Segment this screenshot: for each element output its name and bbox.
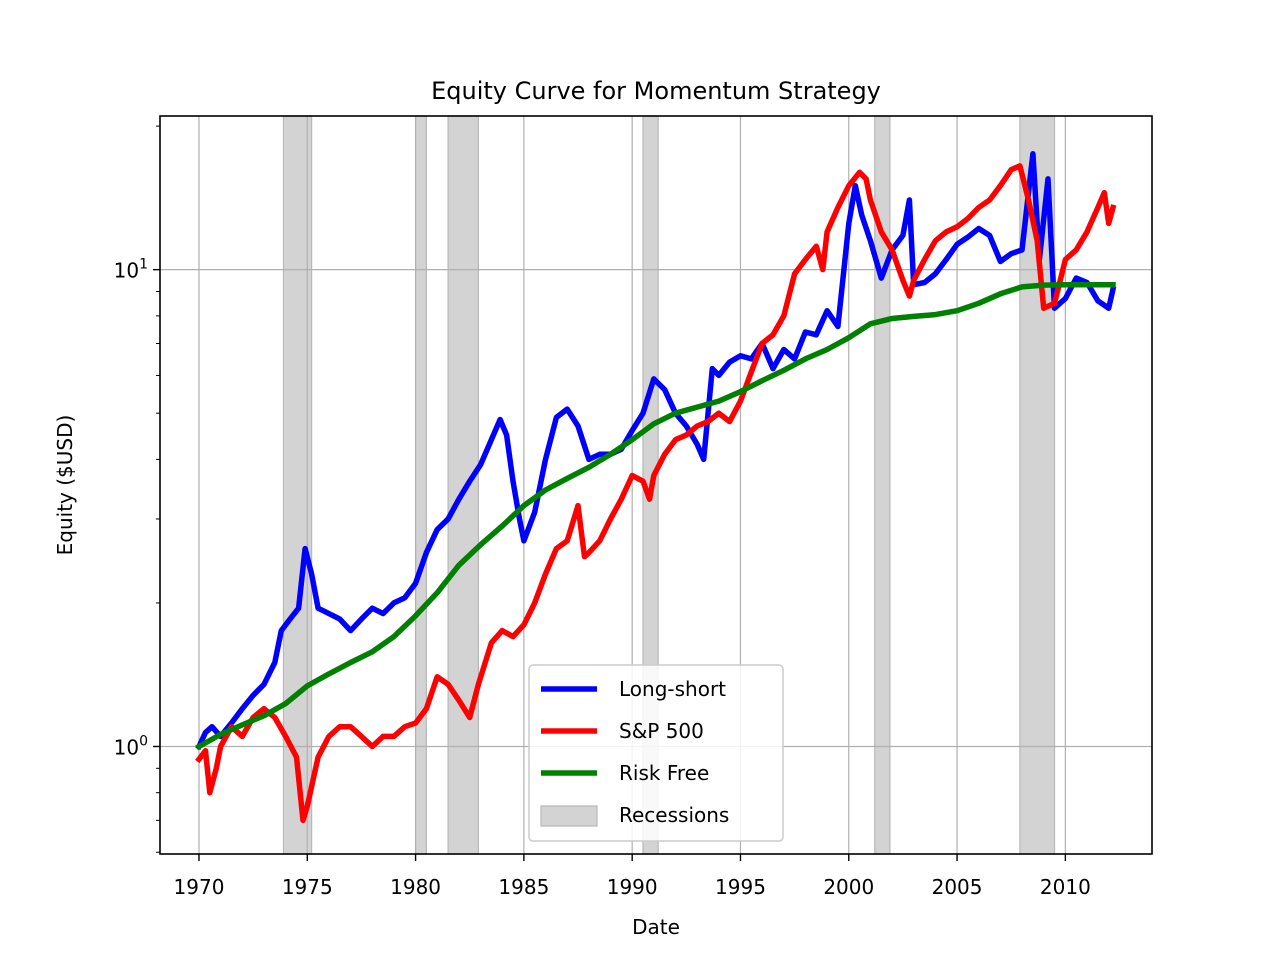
x-tick-label: 2000: [823, 875, 874, 899]
series-lines: [195, 151, 1117, 824]
series-line-s-p-500: [195, 163, 1117, 824]
legend-label: Risk Free: [619, 761, 709, 785]
series-line-long-short: [195, 151, 1117, 751]
y-axis-title: Equity ($USD): [53, 415, 77, 556]
y-axis-ticks: 100 101: [114, 125, 160, 853]
x-axis-ticks: 1970 1975 1980 1985 1990 1995 2000 2005 2010: [174, 854, 1091, 899]
legend-items: Long-short S&P 500 Risk Free Recessions: [540, 677, 729, 827]
x-tick-label: 1995: [715, 875, 766, 899]
legend-box: [528, 664, 784, 842]
plot-area: [160, 115, 1152, 855]
x-tick-label: 2010: [1040, 875, 1091, 899]
recession-band: [447, 115, 479, 855]
x-tick-label: 1980: [390, 875, 441, 899]
x-tick-label: 1990: [607, 875, 658, 899]
axes-frame: [159, 115, 1153, 855]
legend: Long-short S&P 500 Risk Free Recessions: [528, 664, 784, 842]
legend-swatch: [540, 805, 598, 827]
x-tick-label: 1975: [282, 875, 333, 899]
series-line-risk-free: [195, 281, 1116, 751]
recession-band: [414, 115, 428, 855]
x-tick-label: 1985: [498, 875, 549, 899]
y-tick-label: 100: [114, 733, 148, 759]
x-axis-title: Date: [632, 915, 680, 939]
chart-title: Equity Curve for Momentum Strategy: [431, 77, 881, 105]
legend-label: Recessions: [619, 803, 729, 827]
legend-label: Long-short: [619, 677, 726, 701]
legend-label: S&P 500: [619, 719, 704, 743]
x-tick-label: 2005: [932, 875, 983, 899]
x-tick-label: 1970: [174, 875, 225, 899]
y-tick-label: 101: [114, 257, 148, 283]
